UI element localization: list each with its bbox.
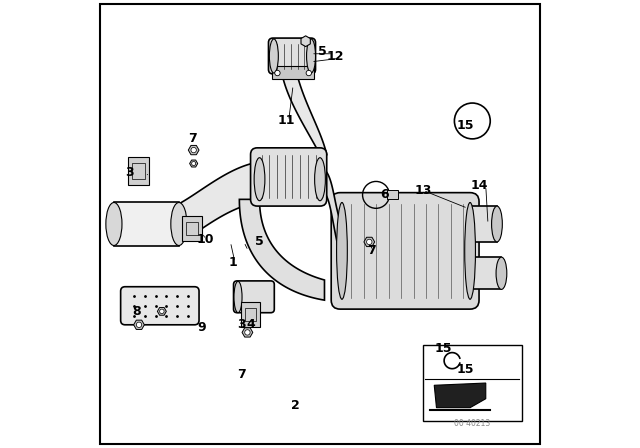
Text: 15: 15	[457, 119, 474, 132]
Ellipse shape	[496, 257, 507, 289]
FancyBboxPatch shape	[332, 193, 479, 309]
Ellipse shape	[465, 202, 476, 299]
Text: 6: 6	[381, 188, 389, 202]
Text: 3: 3	[125, 166, 134, 179]
Bar	[423, 345, 522, 421]
Polygon shape	[114, 202, 179, 246]
Text: 2: 2	[291, 399, 300, 412]
FancyBboxPatch shape	[272, 66, 314, 79]
FancyBboxPatch shape	[234, 281, 275, 313]
Circle shape	[244, 330, 250, 335]
Text: 00 40213: 00 40213	[454, 419, 490, 428]
Text: 3: 3	[237, 318, 246, 332]
Ellipse shape	[234, 281, 242, 313]
Text: 7: 7	[237, 367, 246, 381]
FancyBboxPatch shape	[269, 38, 316, 74]
Text: 9: 9	[197, 320, 205, 334]
Ellipse shape	[106, 202, 122, 246]
Bar	[132, 164, 145, 179]
Text: 8: 8	[132, 305, 141, 318]
Polygon shape	[435, 383, 486, 408]
Circle shape	[159, 309, 164, 314]
Polygon shape	[320, 168, 342, 260]
Circle shape	[191, 147, 196, 153]
Bar	[186, 222, 198, 235]
Ellipse shape	[171, 202, 187, 246]
Ellipse shape	[269, 39, 278, 73]
Circle shape	[306, 70, 312, 76]
Circle shape	[275, 70, 280, 76]
Text: 1: 1	[228, 255, 237, 269]
Text: 13: 13	[414, 184, 432, 197]
Ellipse shape	[337, 202, 348, 299]
Ellipse shape	[315, 158, 325, 201]
Circle shape	[191, 161, 196, 166]
Polygon shape	[179, 161, 269, 244]
FancyBboxPatch shape	[182, 216, 202, 241]
Ellipse shape	[307, 39, 316, 73]
Polygon shape	[470, 257, 502, 289]
Text: 12: 12	[327, 49, 344, 63]
Polygon shape	[280, 54, 327, 155]
Text: 7: 7	[367, 244, 376, 258]
Text: 5: 5	[318, 45, 326, 58]
Text: 15: 15	[457, 363, 474, 376]
FancyBboxPatch shape	[121, 287, 199, 325]
Text: 4: 4	[246, 318, 255, 332]
Ellipse shape	[492, 206, 502, 242]
Text: 10: 10	[197, 233, 214, 246]
Circle shape	[367, 239, 372, 245]
Text: 5: 5	[255, 235, 264, 249]
Bar	[244, 308, 257, 321]
Circle shape	[136, 322, 141, 327]
FancyBboxPatch shape	[128, 158, 149, 185]
Text: 11: 11	[278, 114, 295, 128]
Polygon shape	[470, 206, 497, 242]
Bar	[387, 190, 398, 199]
Text: 14: 14	[470, 179, 488, 193]
FancyBboxPatch shape	[251, 148, 327, 206]
Polygon shape	[239, 199, 324, 300]
Text: 7: 7	[188, 132, 196, 146]
FancyBboxPatch shape	[241, 302, 260, 327]
Ellipse shape	[254, 158, 265, 201]
Text: 15: 15	[435, 342, 452, 355]
